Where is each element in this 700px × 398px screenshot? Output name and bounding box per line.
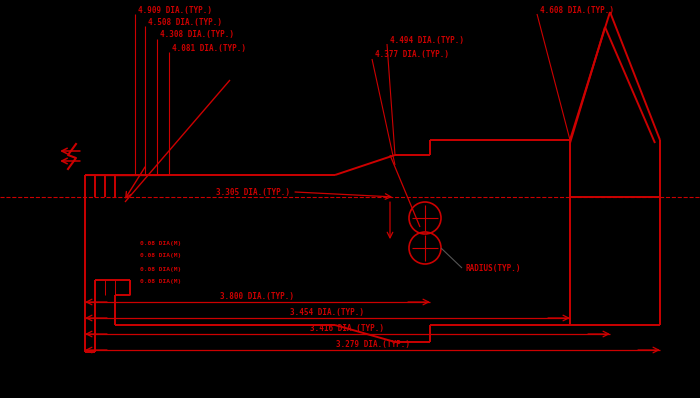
Text: 4.909 DIA.(TYP.): 4.909 DIA.(TYP.) [138, 6, 212, 14]
Text: 0.08 DIA(M): 0.08 DIA(M) [140, 267, 181, 271]
Text: 3.454 DIA.(TYP.): 3.454 DIA.(TYP.) [290, 308, 365, 318]
Text: 3.416 DIA.(TYP.): 3.416 DIA.(TYP.) [311, 324, 384, 334]
Text: 4.608 DIA.(TYP.): 4.608 DIA.(TYP.) [540, 6, 614, 14]
Text: 3.279 DIA.(TYP.): 3.279 DIA.(TYP.) [335, 341, 410, 349]
Text: 3.800 DIA.(TYP.): 3.800 DIA.(TYP.) [220, 293, 295, 302]
Text: 0.08 DIA(M): 0.08 DIA(M) [140, 240, 181, 246]
Text: RADIUS(TYP.): RADIUS(TYP.) [465, 263, 521, 273]
Text: 4.377 DIA.(TYP.): 4.377 DIA.(TYP.) [375, 51, 449, 59]
Text: 0.08 DIA(M): 0.08 DIA(M) [140, 279, 181, 285]
Text: 3.305 DIA.(TYP.): 3.305 DIA.(TYP.) [216, 187, 290, 197]
Text: 4.081 DIA.(TYP.): 4.081 DIA.(TYP.) [172, 43, 246, 53]
Text: 4.494 DIA.(TYP.): 4.494 DIA.(TYP.) [390, 35, 464, 45]
Text: 4.508 DIA.(TYP.): 4.508 DIA.(TYP.) [148, 18, 222, 27]
Text: 0.08 DIA(M): 0.08 DIA(M) [140, 254, 181, 258]
Text: 4.308 DIA.(TYP.): 4.308 DIA.(TYP.) [160, 31, 234, 39]
